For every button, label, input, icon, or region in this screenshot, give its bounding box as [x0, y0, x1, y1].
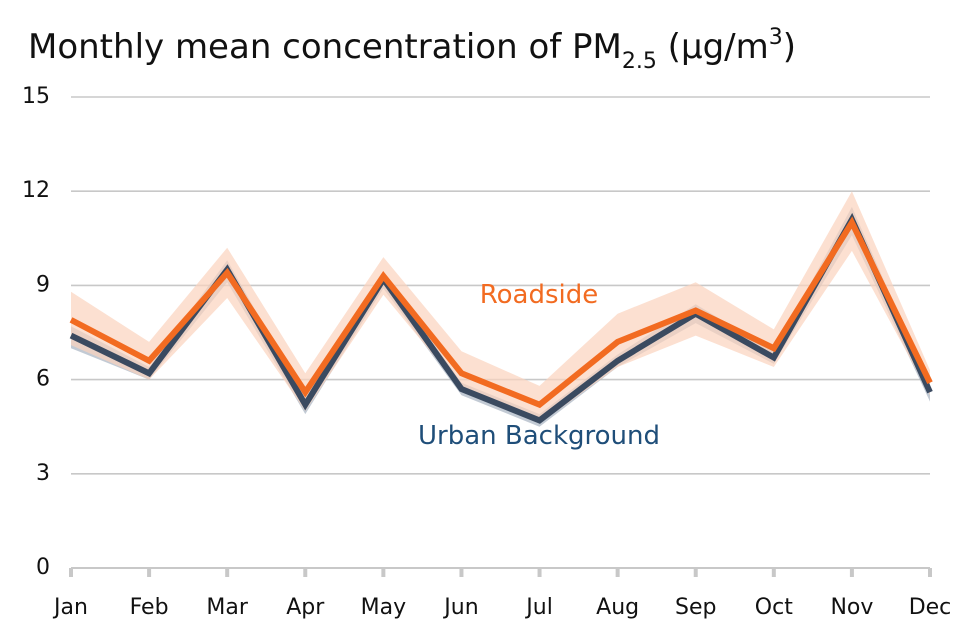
series-lines — [69, 212, 933, 424]
chart-title-subscript: 2.5 — [622, 49, 657, 74]
chart-title-main: Monthly mean concentration of PM — [28, 27, 622, 67]
urban-background-series-label: Urban Background — [418, 421, 660, 451]
y-tick-labels: 0 3 6 9 12 15 — [22, 84, 50, 580]
chart-title-superscript: 3 — [769, 25, 783, 50]
chart-title-unit-open: (µg/m — [657, 27, 769, 67]
y-tick-label-15: 15 — [22, 84, 50, 109]
x-tick-label-oct: Oct — [755, 595, 793, 620]
x-tick-label-sep: Sep — [675, 595, 716, 620]
x-tick-label-feb: Feb — [130, 595, 169, 620]
x-tick-label-mar: Mar — [206, 595, 248, 620]
x-tick-label-jul: Jul — [524, 595, 553, 620]
roadside-line — [69, 216, 933, 409]
x-tick-label-nov: Nov — [830, 595, 873, 620]
y-tick-label-6: 6 — [36, 367, 50, 392]
x-tick-label-jun: Jun — [442, 595, 478, 620]
x-tick-label-may: May — [361, 595, 406, 620]
x-tick-label-apr: Apr — [286, 595, 325, 620]
chart-title: Monthly mean concentration of PM2.5 (µg/… — [28, 25, 796, 74]
x-tick-label-aug: Aug — [596, 595, 639, 620]
y-tick-label-9: 9 — [36, 272, 50, 297]
x-tick-label-jan: Jan — [52, 595, 88, 620]
x-tick-label-dec: Dec — [909, 595, 952, 620]
roadside-series-label: Roadside — [480, 280, 599, 310]
x-axis: Jan Feb Mar Apr May Jun Jul Aug Sep Oct Nov Dec — [52, 567, 952, 620]
series-labels: Urban Background Roadside — [418, 280, 660, 451]
y-tick-label-3: 3 — [36, 461, 50, 486]
chart-title-unit-close: ) — [783, 27, 796, 67]
y-tick-label-12: 12 — [22, 178, 50, 203]
y-tick-label-0: 0 — [36, 555, 50, 580]
